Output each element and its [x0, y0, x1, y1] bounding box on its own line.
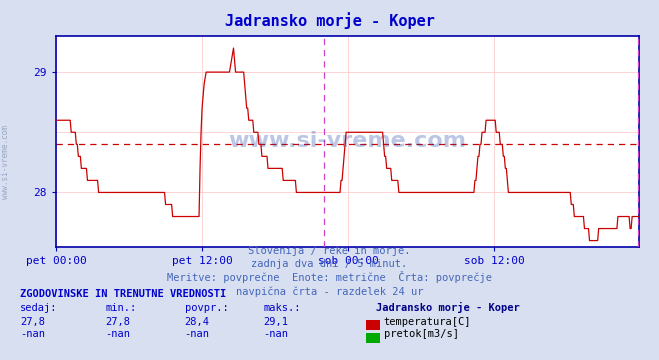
- Text: povpr.:: povpr.:: [185, 303, 228, 314]
- Text: 29,1: 29,1: [264, 317, 289, 327]
- Text: www.si-vreme.com: www.si-vreme.com: [229, 131, 467, 151]
- Text: zadnja dva dni / 5 minut.: zadnja dva dni / 5 minut.: [251, 260, 408, 270]
- Text: -nan: -nan: [20, 329, 45, 339]
- Text: ZGODOVINSKE IN TRENUTNE VREDNOSTI: ZGODOVINSKE IN TRENUTNE VREDNOSTI: [20, 289, 226, 299]
- Text: -nan: -nan: [105, 329, 130, 339]
- Text: pretok[m3/s]: pretok[m3/s]: [384, 329, 459, 339]
- Text: maks.:: maks.:: [264, 303, 301, 314]
- Text: -nan: -nan: [264, 329, 289, 339]
- Text: sedaj:: sedaj:: [20, 303, 57, 314]
- Text: 28,4: 28,4: [185, 317, 210, 327]
- Text: min.:: min.:: [105, 303, 136, 314]
- Text: Jadransko morje - Koper: Jadransko morje - Koper: [225, 13, 434, 30]
- Text: -nan: -nan: [185, 329, 210, 339]
- Text: Slovenija / reke in morje.: Slovenija / reke in morje.: [248, 246, 411, 256]
- Text: 27,8: 27,8: [105, 317, 130, 327]
- Text: temperatura[C]: temperatura[C]: [384, 317, 471, 327]
- Text: Meritve: povprečne  Enote: metrične  Črta: povprečje: Meritve: povprečne Enote: metrične Črta:…: [167, 271, 492, 283]
- Text: 27,8: 27,8: [20, 317, 45, 327]
- Text: Jadransko morje - Koper: Jadransko morje - Koper: [376, 302, 519, 314]
- Text: www.si-vreme.com: www.si-vreme.com: [1, 125, 10, 199]
- Text: navpična črta - razdelek 24 ur: navpična črta - razdelek 24 ur: [236, 286, 423, 297]
